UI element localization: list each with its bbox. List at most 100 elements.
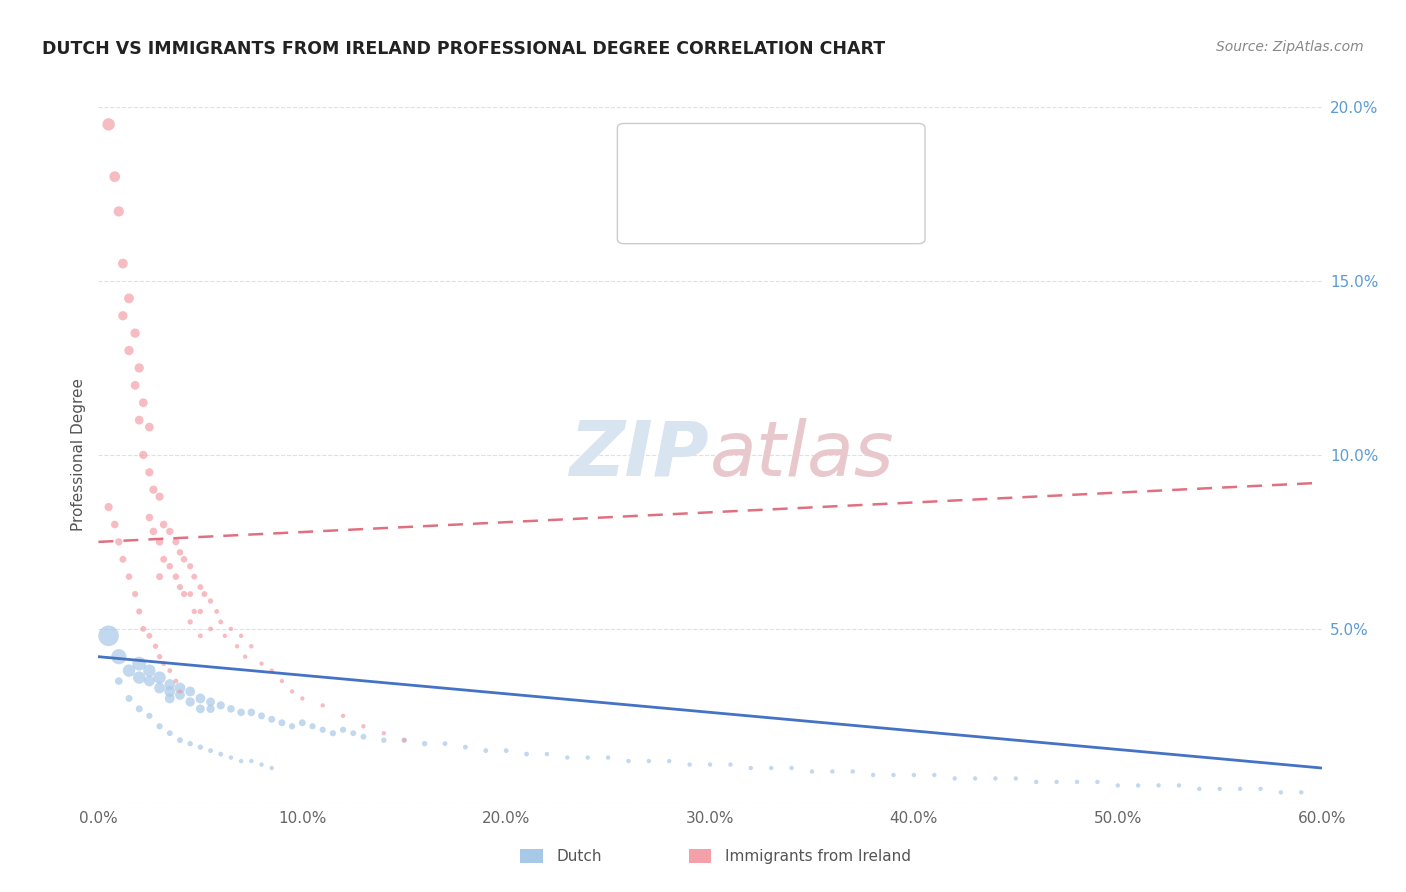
Point: [291, 691, 314, 706]
Text: 75: 75: [844, 202, 866, 217]
Point: [226, 639, 249, 653]
Point: [240, 706, 263, 720]
Point: [322, 726, 344, 740]
Point: [720, 757, 742, 772]
Point: [183, 605, 205, 619]
Text: 0.012: 0.012: [720, 202, 776, 217]
Point: [1167, 778, 1189, 792]
Point: [281, 684, 304, 698]
Point: [209, 615, 232, 629]
Point: [111, 309, 134, 323]
Point: [128, 671, 150, 685]
Point: [128, 702, 150, 716]
Point: [903, 768, 925, 782]
Point: [965, 772, 987, 786]
Text: R =: R =: [675, 202, 704, 217]
Point: [984, 772, 1007, 786]
Point: [862, 768, 884, 782]
Point: [179, 695, 201, 709]
Point: [149, 649, 172, 664]
Point: [231, 706, 253, 720]
Point: [179, 684, 201, 698]
Point: [1249, 781, 1271, 796]
Point: [250, 708, 273, 723]
Point: [128, 605, 150, 619]
Point: [138, 420, 160, 434]
Point: [821, 764, 844, 779]
Point: [142, 524, 165, 539]
Point: [536, 747, 558, 761]
Point: [740, 761, 762, 775]
Point: [922, 768, 945, 782]
Point: [138, 466, 160, 480]
Text: ZIP: ZIP: [571, 418, 710, 491]
Point: [342, 726, 364, 740]
Point: [801, 764, 824, 779]
Point: [188, 605, 212, 619]
Point: [699, 757, 721, 772]
Text: 97: 97: [844, 152, 866, 166]
Point: [179, 737, 201, 751]
Point: [118, 343, 141, 358]
Point: [128, 360, 150, 375]
Text: N =: N =: [797, 202, 828, 217]
Bar: [689, 849, 711, 863]
Point: [188, 740, 212, 755]
Point: [373, 726, 395, 740]
Point: [270, 674, 294, 689]
Point: [883, 768, 905, 782]
Text: N =: N =: [797, 152, 828, 166]
Point: [291, 715, 314, 730]
Text: DUTCH VS IMMIGRANTS FROM IRELAND PROFESSIONAL DEGREE CORRELATION CHART: DUTCH VS IMMIGRANTS FROM IRELAND PROFESS…: [42, 40, 886, 58]
Point: [332, 723, 354, 737]
Point: [205, 605, 228, 619]
Point: [149, 671, 172, 685]
Point: [1188, 781, 1211, 796]
Point: [108, 534, 131, 549]
Point: [149, 570, 172, 584]
Point: [761, 761, 783, 775]
Point: [1128, 778, 1150, 792]
Point: [152, 657, 174, 671]
Point: [188, 629, 212, 643]
Point: [219, 702, 242, 716]
Point: [97, 629, 120, 643]
Point: [332, 708, 354, 723]
Point: [638, 754, 661, 768]
Point: [128, 657, 150, 671]
Point: [281, 719, 304, 733]
Point: [231, 629, 253, 643]
Point: [152, 517, 174, 532]
Point: [149, 490, 172, 504]
Text: Dutch: Dutch: [557, 849, 602, 863]
Point: [138, 708, 160, 723]
Point: [188, 702, 212, 716]
Point: [183, 570, 205, 584]
Text: Immigrants from Ireland: Immigrants from Ireland: [725, 849, 911, 863]
Point: [1066, 775, 1088, 789]
Point: [118, 570, 141, 584]
Point: [1229, 781, 1251, 796]
Point: [260, 664, 283, 678]
Point: [209, 747, 232, 761]
Point: [617, 754, 640, 768]
Point: [132, 622, 155, 636]
Point: [219, 750, 242, 764]
Point: [301, 719, 323, 733]
Point: [169, 688, 191, 702]
Point: [352, 730, 374, 744]
Point: [152, 552, 174, 566]
Point: [495, 744, 517, 758]
Point: [1004, 772, 1026, 786]
Point: [841, 764, 863, 779]
Point: [373, 733, 395, 747]
Bar: [638, 151, 664, 167]
Point: [260, 761, 283, 775]
Point: [193, 587, 215, 601]
Point: [159, 524, 181, 539]
Point: [200, 744, 222, 758]
Point: [118, 664, 141, 678]
Point: [132, 448, 155, 462]
Point: [312, 698, 335, 713]
Point: [138, 629, 160, 643]
